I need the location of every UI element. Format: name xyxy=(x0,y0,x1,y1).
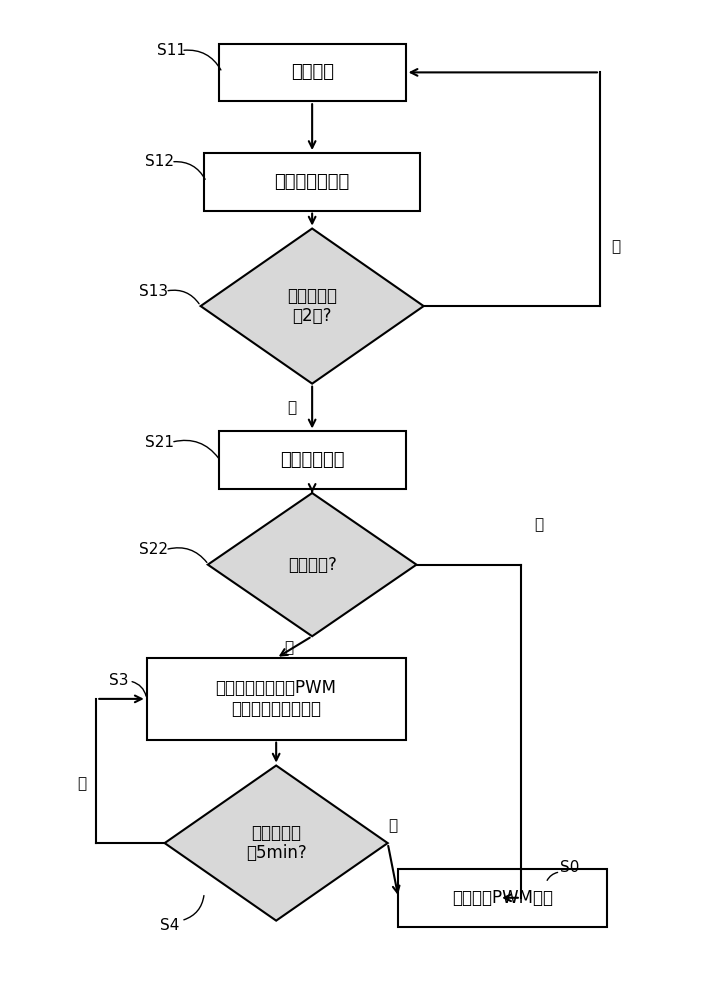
FancyBboxPatch shape xyxy=(219,44,406,101)
FancyBboxPatch shape xyxy=(204,153,420,211)
Text: 否: 否 xyxy=(78,776,86,791)
Text: 充电暂停: 充电暂停 xyxy=(291,63,334,81)
FancyBboxPatch shape xyxy=(146,658,406,740)
Text: S12: S12 xyxy=(145,154,174,169)
Text: 是: 是 xyxy=(287,400,297,415)
Text: S4: S4 xyxy=(160,918,179,933)
Text: 等待时间达
到5min?: 等待时间达 到5min? xyxy=(246,824,307,862)
Polygon shape xyxy=(165,766,388,921)
Polygon shape xyxy=(201,229,423,384)
Text: S13: S13 xyxy=(139,284,169,299)
Text: 关闭输出PWM脉冲: 关闭输出PWM脉冲 xyxy=(452,889,553,907)
Text: 充电终止?: 充电终止? xyxy=(288,556,336,574)
Text: S21: S21 xyxy=(145,435,174,450)
Text: 根据充电方案输出PWM
脉冲，进入充电状态: 根据充电方案输出PWM 脉冲，进入充电状态 xyxy=(215,679,336,718)
FancyBboxPatch shape xyxy=(399,869,607,927)
Polygon shape xyxy=(208,493,416,636)
Text: 采集充电端电压: 采集充电端电压 xyxy=(275,173,349,191)
Text: S11: S11 xyxy=(157,43,186,58)
Text: 是: 是 xyxy=(534,517,543,532)
Text: 是: 是 xyxy=(389,818,397,833)
Text: S3: S3 xyxy=(109,673,129,688)
Text: 否: 否 xyxy=(611,239,621,254)
Text: 确定充电方案: 确定充电方案 xyxy=(280,451,344,469)
Text: 否: 否 xyxy=(284,640,294,655)
Text: S0: S0 xyxy=(560,860,580,875)
Text: 等待时间达
到2秒?: 等待时间达 到2秒? xyxy=(287,287,337,325)
Text: S22: S22 xyxy=(139,542,168,557)
FancyBboxPatch shape xyxy=(219,431,406,489)
